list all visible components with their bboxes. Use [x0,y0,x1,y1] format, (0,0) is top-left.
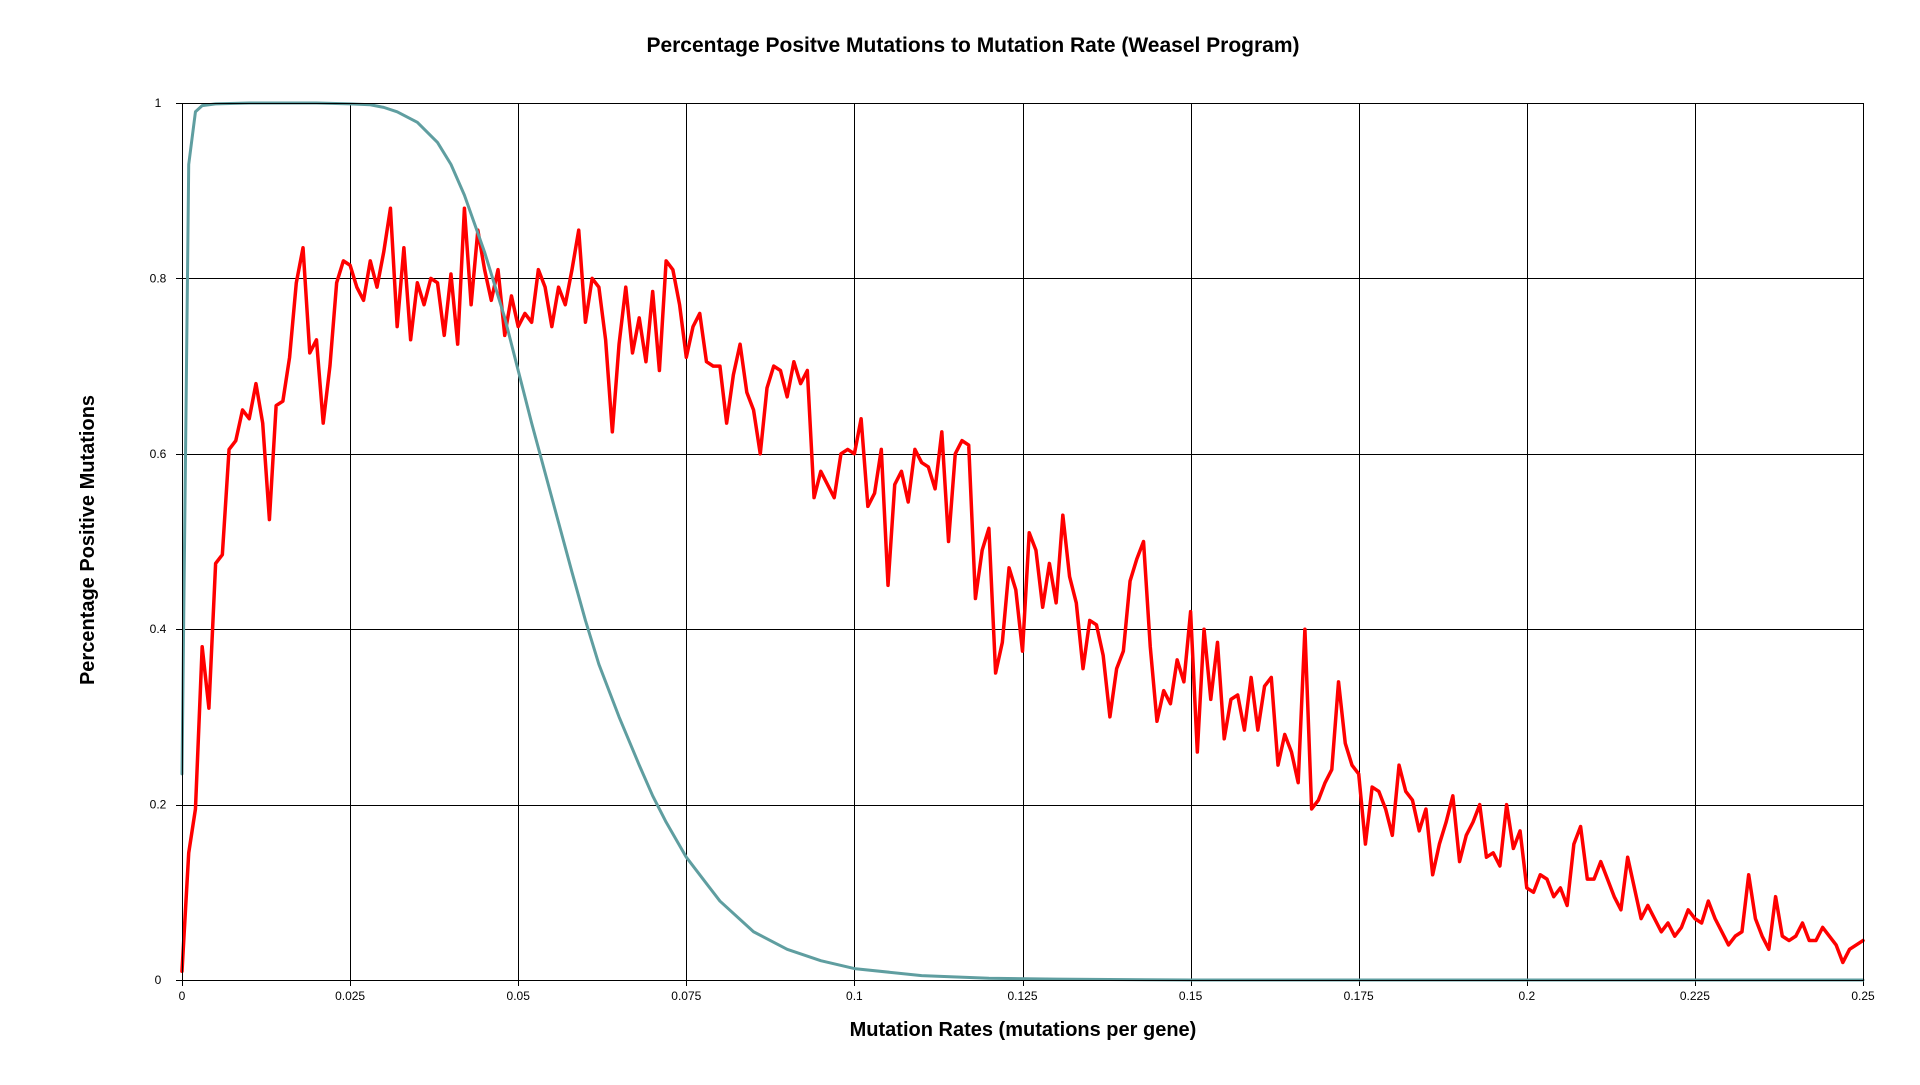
plot-border [182,103,1864,981]
y-axis-label: Percentage Positive Mutations [77,395,99,685]
x-tick-label: 0.075 [671,989,701,1003]
y-tick-label: 0.6 [150,447,167,461]
y-tick-label: 0 [155,973,162,987]
y-tick-label: 0.8 [150,271,167,285]
x-tick-label: 0.05 [507,989,531,1003]
x-tick-label: 0.025 [335,989,365,1003]
x-tick-label: 0 [179,989,186,1003]
x-tick-label: 0.1 [846,989,863,1003]
x-tick-label: 0.225 [1680,989,1710,1003]
grid-lines [182,103,1864,981]
y-tick-label: 0.4 [150,622,167,636]
x-tick-label: 0.15 [1179,989,1203,1003]
x-tick-label: 0.25 [1851,989,1875,1003]
x-axis-label: Mutation Rates (mutations per gene) [850,1019,1197,1041]
chart-title: Percentage Positve Mutations to Mutation… [646,34,1299,57]
axis-ticks: 0 0.025 0.05 0.075 0.1 0.125 0.15 0.175 0.2 0.225… [150,96,1875,1003]
y-tick-label: 1 [155,96,162,110]
series-line-teal [180,101,1865,982]
series-line-red [180,206,1865,973]
series-lines [180,101,1865,982]
x-tick-label: 0.125 [1007,989,1037,1003]
x-tick-label: 0.175 [1344,989,1374,1003]
y-tick-label: 0.2 [150,798,167,812]
x-tick-label: 0.2 [1518,989,1535,1003]
